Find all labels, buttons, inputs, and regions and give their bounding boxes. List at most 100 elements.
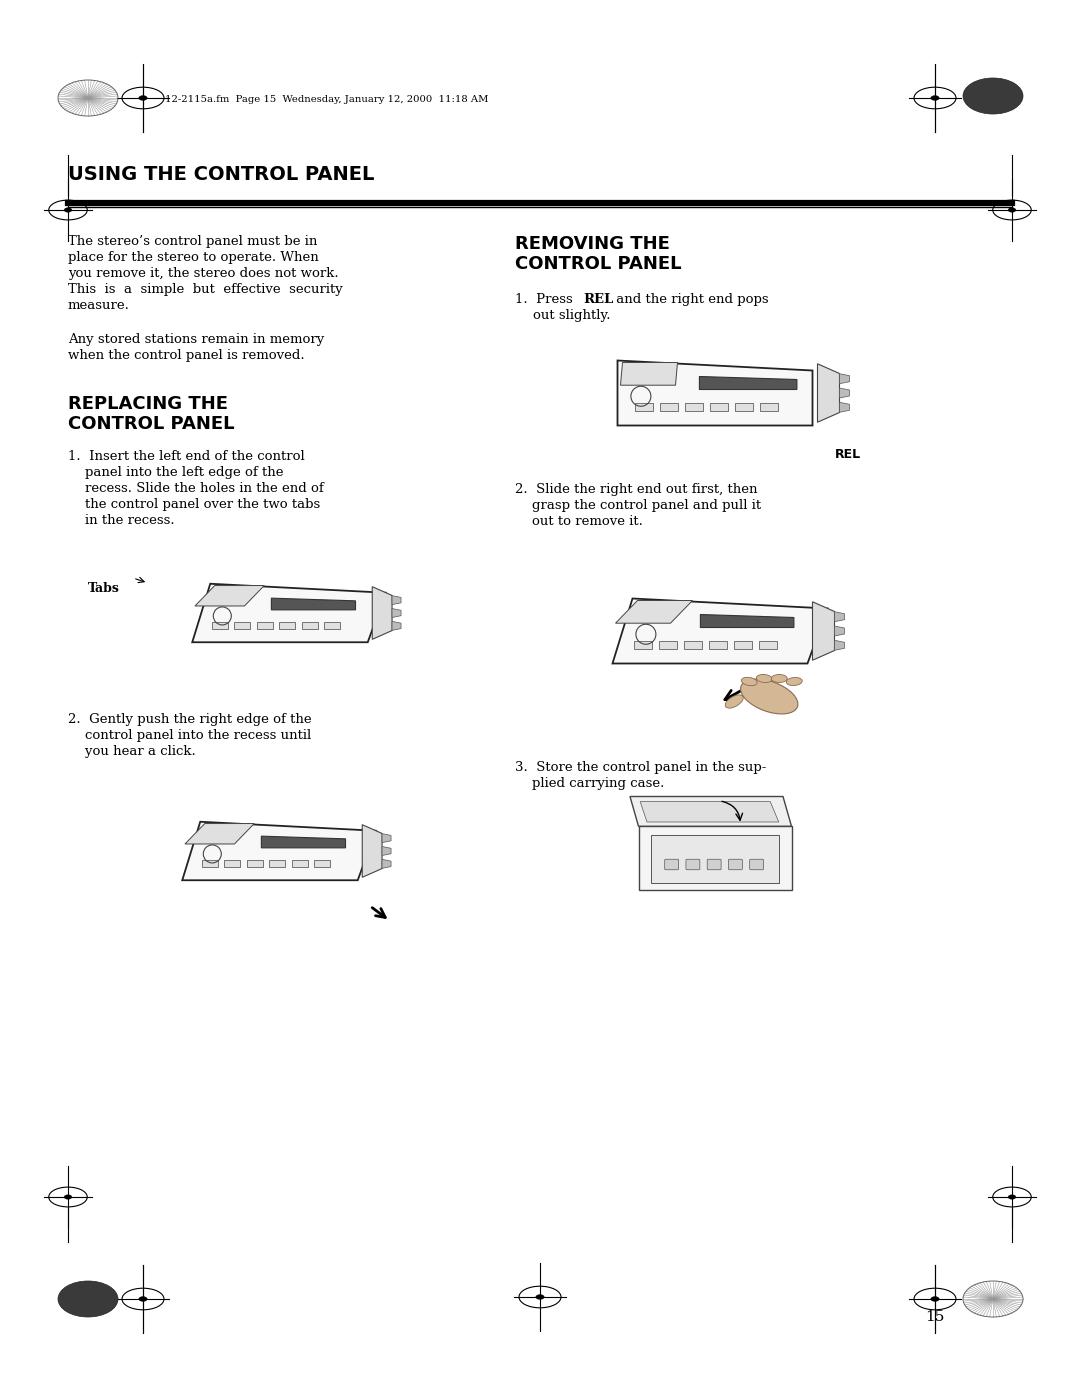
- Text: the control panel over the two tabs: the control panel over the two tabs: [68, 497, 321, 511]
- Text: Tabs: Tabs: [87, 581, 120, 595]
- Polygon shape: [839, 374, 850, 384]
- Polygon shape: [362, 824, 382, 877]
- Polygon shape: [212, 622, 228, 630]
- Polygon shape: [392, 595, 401, 605]
- Polygon shape: [612, 598, 827, 664]
- Polygon shape: [324, 622, 340, 630]
- Text: CONTROL PANEL: CONTROL PANEL: [68, 415, 234, 433]
- Polygon shape: [382, 847, 391, 855]
- Ellipse shape: [64, 208, 72, 212]
- Polygon shape: [301, 622, 318, 630]
- Polygon shape: [314, 861, 330, 868]
- Polygon shape: [759, 641, 777, 650]
- Text: REPLACING THE: REPLACING THE: [68, 395, 228, 414]
- Text: you hear a click.: you hear a click.: [68, 745, 195, 759]
- Text: you remove it, the stereo does not work.: you remove it, the stereo does not work.: [68, 267, 339, 279]
- Text: measure.: measure.: [68, 299, 130, 312]
- Polygon shape: [812, 602, 835, 661]
- Text: out slightly.: out slightly.: [534, 309, 610, 321]
- Text: out to remove it.: out to remove it.: [515, 515, 643, 528]
- Ellipse shape: [139, 1296, 147, 1302]
- Polygon shape: [640, 802, 779, 821]
- Polygon shape: [710, 404, 728, 411]
- Polygon shape: [202, 861, 218, 868]
- Polygon shape: [192, 584, 386, 643]
- Text: 1.  Insert the left end of the control: 1. Insert the left end of the control: [68, 450, 305, 462]
- Polygon shape: [708, 641, 727, 650]
- Text: REL: REL: [835, 448, 861, 461]
- Polygon shape: [700, 377, 797, 390]
- Text: CONTROL PANEL: CONTROL PANEL: [515, 256, 681, 272]
- FancyBboxPatch shape: [686, 859, 700, 870]
- Ellipse shape: [963, 78, 1023, 115]
- Polygon shape: [835, 626, 845, 636]
- FancyArrowPatch shape: [721, 802, 743, 820]
- Polygon shape: [234, 622, 251, 630]
- Ellipse shape: [1008, 1194, 1016, 1199]
- Text: when the control panel is removed.: when the control panel is removed.: [68, 349, 305, 362]
- Ellipse shape: [771, 675, 787, 683]
- Polygon shape: [292, 861, 308, 868]
- Text: 2.  Gently push the right edge of the: 2. Gently push the right edge of the: [68, 712, 312, 726]
- Ellipse shape: [786, 678, 802, 686]
- Text: place for the stereo to operate. When: place for the stereo to operate. When: [68, 251, 319, 264]
- Ellipse shape: [756, 675, 772, 683]
- Polygon shape: [760, 404, 778, 411]
- Text: panel into the left edge of the: panel into the left edge of the: [68, 467, 283, 479]
- Polygon shape: [818, 363, 839, 422]
- Text: REMOVING THE: REMOVING THE: [515, 235, 670, 253]
- Text: USING THE CONTROL PANEL: USING THE CONTROL PANEL: [68, 165, 375, 184]
- Polygon shape: [225, 861, 240, 868]
- Polygon shape: [382, 859, 391, 869]
- Polygon shape: [734, 641, 752, 650]
- Polygon shape: [635, 404, 653, 411]
- Polygon shape: [684, 641, 702, 650]
- Ellipse shape: [139, 95, 147, 101]
- Polygon shape: [651, 835, 779, 883]
- Ellipse shape: [1008, 208, 1016, 212]
- Text: 12-2115a.fm  Page 15  Wednesday, January 12, 2000  11:18 AM: 12-2115a.fm Page 15 Wednesday, January 1…: [165, 95, 488, 105]
- Ellipse shape: [726, 694, 743, 708]
- Ellipse shape: [931, 95, 940, 101]
- Polygon shape: [839, 388, 850, 398]
- Text: and the right end pops: and the right end pops: [612, 293, 769, 306]
- Text: plied carrying case.: plied carrying case.: [515, 777, 664, 789]
- Text: in the recess.: in the recess.: [68, 514, 175, 527]
- FancyBboxPatch shape: [707, 859, 721, 870]
- Text: 15: 15: [926, 1310, 945, 1324]
- Polygon shape: [634, 641, 652, 650]
- Polygon shape: [392, 622, 401, 630]
- Polygon shape: [382, 834, 391, 842]
- Polygon shape: [373, 587, 392, 640]
- Polygon shape: [195, 585, 265, 606]
- Polygon shape: [618, 360, 812, 426]
- Polygon shape: [835, 640, 845, 650]
- Polygon shape: [185, 824, 254, 844]
- Polygon shape: [261, 837, 346, 848]
- Text: 3.  Store the control panel in the sup-: 3. Store the control panel in the sup-: [515, 761, 767, 774]
- Polygon shape: [279, 622, 295, 630]
- Text: The stereo’s control panel must be in: The stereo’s control panel must be in: [68, 235, 318, 249]
- Polygon shape: [257, 622, 273, 630]
- Text: Any stored stations remain in memory: Any stored stations remain in memory: [68, 332, 324, 346]
- Ellipse shape: [58, 1281, 118, 1317]
- Polygon shape: [659, 641, 677, 650]
- FancyBboxPatch shape: [728, 859, 742, 870]
- Ellipse shape: [741, 678, 757, 686]
- Text: 2.  Slide the right end out first, then: 2. Slide the right end out first, then: [515, 483, 757, 496]
- Polygon shape: [246, 861, 262, 868]
- Polygon shape: [616, 601, 692, 623]
- Polygon shape: [660, 404, 678, 411]
- Polygon shape: [685, 404, 703, 411]
- Text: grasp the control panel and pull it: grasp the control panel and pull it: [515, 499, 761, 511]
- FancyBboxPatch shape: [750, 859, 764, 870]
- Polygon shape: [638, 826, 792, 890]
- Ellipse shape: [536, 1295, 544, 1299]
- Polygon shape: [621, 362, 677, 386]
- Text: recess. Slide the holes in the end of: recess. Slide the holes in the end of: [68, 482, 324, 495]
- Polygon shape: [183, 821, 376, 880]
- Polygon shape: [839, 402, 850, 412]
- Ellipse shape: [64, 1194, 72, 1199]
- Polygon shape: [835, 612, 845, 622]
- Polygon shape: [269, 861, 285, 868]
